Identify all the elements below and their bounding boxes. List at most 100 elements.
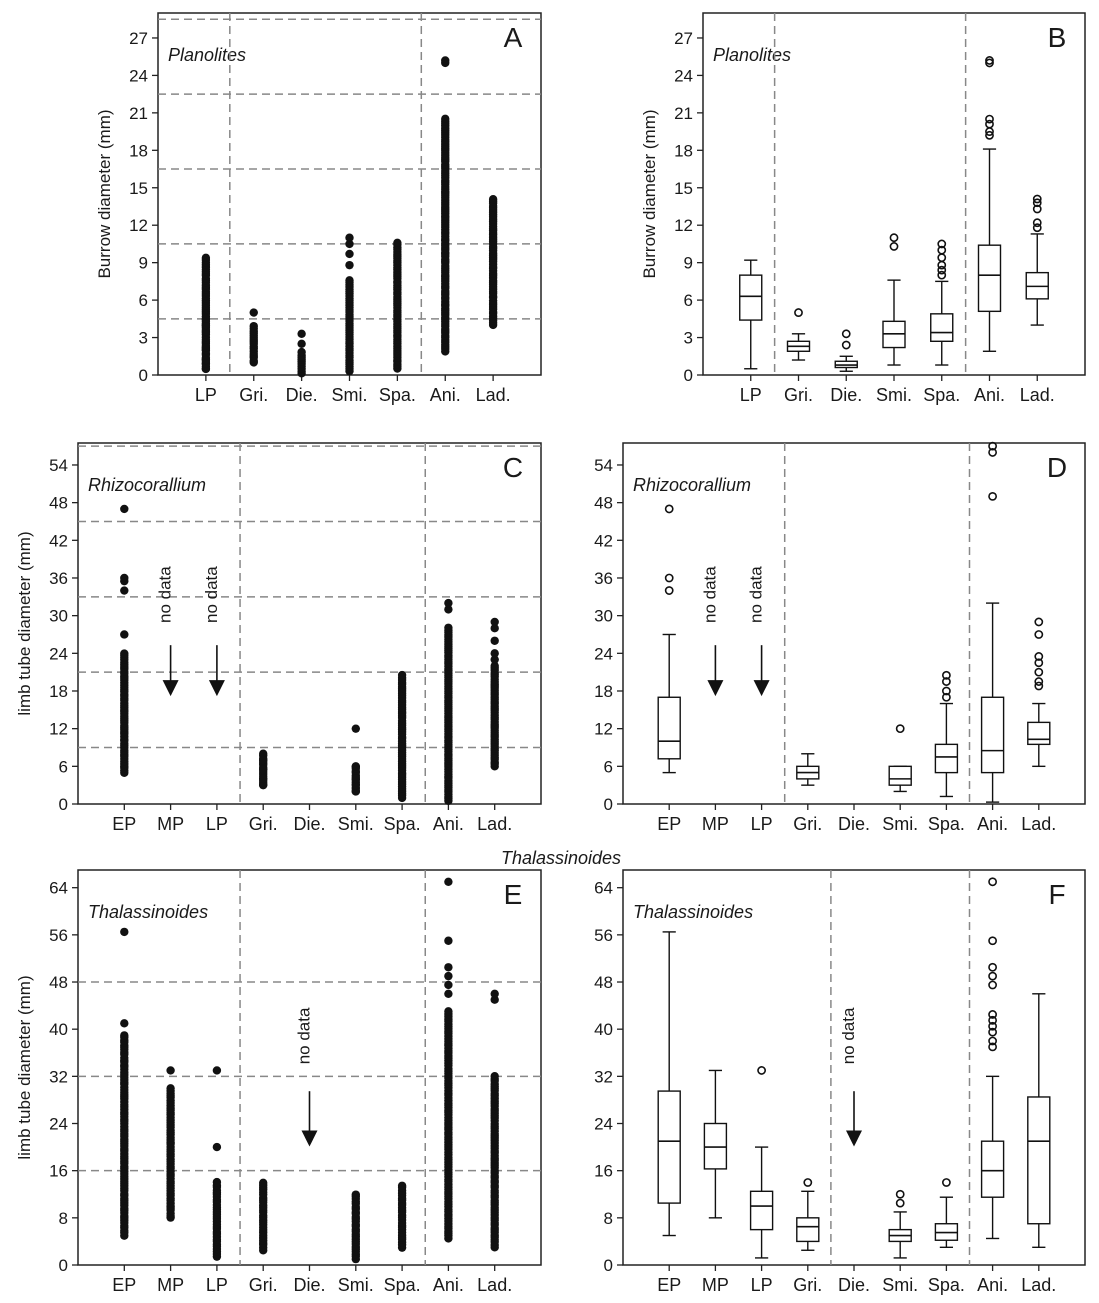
panel-c: 0 6 12 18 24 30 36 42 48 54 EP MP LP Gri. Die. Smi. Spa.… bbox=[15, 442, 542, 834]
data-point bbox=[444, 989, 453, 999]
outlier-point bbox=[1034, 667, 1044, 677]
series-lp bbox=[212, 1066, 222, 1261]
y-tick-label: 3 bbox=[139, 329, 148, 348]
x-tick-label: Gri. bbox=[793, 814, 822, 834]
y-tick-label: 6 bbox=[139, 291, 148, 310]
outlier-point bbox=[988, 1010, 997, 1019]
data-point bbox=[166, 1066, 175, 1075]
outlier-point bbox=[985, 114, 994, 124]
outlier-point bbox=[937, 245, 947, 255]
data-point bbox=[212, 1066, 222, 1075]
outlier-point bbox=[937, 239, 947, 249]
y-tick-label: 18 bbox=[49, 682, 68, 701]
x-tick-label: MP bbox=[702, 814, 729, 834]
x-tick-label: Lad. bbox=[477, 1275, 512, 1295]
data-point bbox=[249, 321, 258, 331]
box-gri bbox=[786, 308, 811, 361]
outlier-point bbox=[1032, 204, 1042, 214]
series-ani bbox=[444, 598, 453, 805]
data-point bbox=[441, 56, 450, 65]
data-point bbox=[345, 239, 354, 249]
y-tick-label: 21 bbox=[129, 104, 148, 123]
data-point bbox=[345, 249, 354, 259]
data-point bbox=[345, 233, 354, 242]
outlier-point bbox=[1034, 677, 1044, 686]
box-spa bbox=[930, 239, 954, 366]
y-tick-label: 8 bbox=[59, 1209, 68, 1228]
y-tick-label: 6 bbox=[59, 757, 68, 776]
box-lp bbox=[749, 1066, 774, 1259]
no-data-arrow-head bbox=[846, 1130, 862, 1147]
middle-caption: Thalassinoides bbox=[501, 848, 621, 868]
outlier-point bbox=[895, 1189, 905, 1199]
x-tick-label: Smi. bbox=[876, 385, 912, 405]
data-point bbox=[351, 774, 360, 784]
iqr-box bbox=[1027, 1096, 1051, 1225]
data-point bbox=[201, 314, 211, 324]
y-tick-label: 0 bbox=[59, 1256, 68, 1275]
x-tick-label: Ani. bbox=[977, 814, 1008, 834]
y-tick-label: 3 bbox=[684, 329, 693, 348]
series-lad bbox=[490, 989, 499, 1252]
x-tick-label: EP bbox=[657, 814, 681, 834]
series-ani bbox=[441, 56, 450, 356]
y-tick-label: 18 bbox=[594, 682, 613, 701]
box-spa bbox=[934, 670, 959, 798]
series-smi bbox=[351, 1190, 360, 1264]
taxon-label: Rhizocorallium bbox=[633, 475, 751, 495]
plot-frame bbox=[622, 869, 1086, 1266]
no-data-arrow-head bbox=[707, 680, 724, 697]
x-tick-label: Gri. bbox=[249, 814, 278, 834]
y-tick-label: 9 bbox=[684, 254, 693, 273]
y-tick-label: 15 bbox=[129, 179, 148, 198]
box-gri bbox=[796, 1178, 820, 1251]
data-point bbox=[120, 504, 129, 514]
data-point bbox=[397, 670, 407, 680]
data-point bbox=[397, 1181, 407, 1190]
y-tick-label: 24 bbox=[49, 1115, 68, 1134]
series-ep bbox=[120, 504, 129, 777]
data-point bbox=[351, 787, 360, 796]
x-tick-label: EP bbox=[112, 814, 136, 834]
outlier-point bbox=[841, 329, 851, 339]
series-ep bbox=[120, 927, 129, 1240]
outlier-point bbox=[985, 130, 994, 140]
y-tick-label: 18 bbox=[674, 141, 693, 160]
outlier-point bbox=[988, 877, 997, 887]
outlier-point bbox=[937, 265, 947, 275]
data-point bbox=[444, 623, 453, 632]
outlier-point bbox=[937, 253, 947, 263]
y-tick-label: 21 bbox=[674, 104, 693, 123]
series-lad bbox=[488, 195, 498, 330]
data-point bbox=[490, 1071, 499, 1081]
y-tick-label: 24 bbox=[674, 66, 693, 85]
data-point bbox=[351, 762, 360, 771]
data-point bbox=[120, 630, 129, 639]
no-data-arrow-head bbox=[162, 680, 179, 697]
box-gri bbox=[796, 753, 820, 786]
x-tick-label: Smi. bbox=[332, 385, 368, 405]
series-spa bbox=[397, 670, 407, 803]
series-smi bbox=[345, 233, 354, 376]
data-point bbox=[259, 765, 268, 774]
box-ep bbox=[657, 931, 681, 1237]
outlier-point bbox=[803, 1178, 813, 1187]
y-tick-label: 0 bbox=[59, 795, 68, 814]
outlier-point bbox=[664, 573, 674, 583]
iqr-box bbox=[703, 1122, 728, 1170]
data-point bbox=[120, 649, 129, 658]
data-point bbox=[490, 989, 499, 999]
y-tick-label: 6 bbox=[604, 757, 613, 776]
iqr-box bbox=[657, 1090, 681, 1204]
y-tick-label: 8 bbox=[604, 1209, 613, 1228]
box-smi bbox=[882, 233, 906, 366]
x-tick-label: LP bbox=[751, 1275, 773, 1295]
iqr-box bbox=[749, 1190, 774, 1231]
data-point bbox=[441, 114, 450, 124]
no-data-arrow-head bbox=[208, 680, 225, 697]
outlier-point bbox=[895, 724, 905, 734]
data-point bbox=[490, 617, 499, 627]
outlier-point bbox=[937, 260, 947, 270]
x-tick-label: EP bbox=[657, 1275, 681, 1295]
